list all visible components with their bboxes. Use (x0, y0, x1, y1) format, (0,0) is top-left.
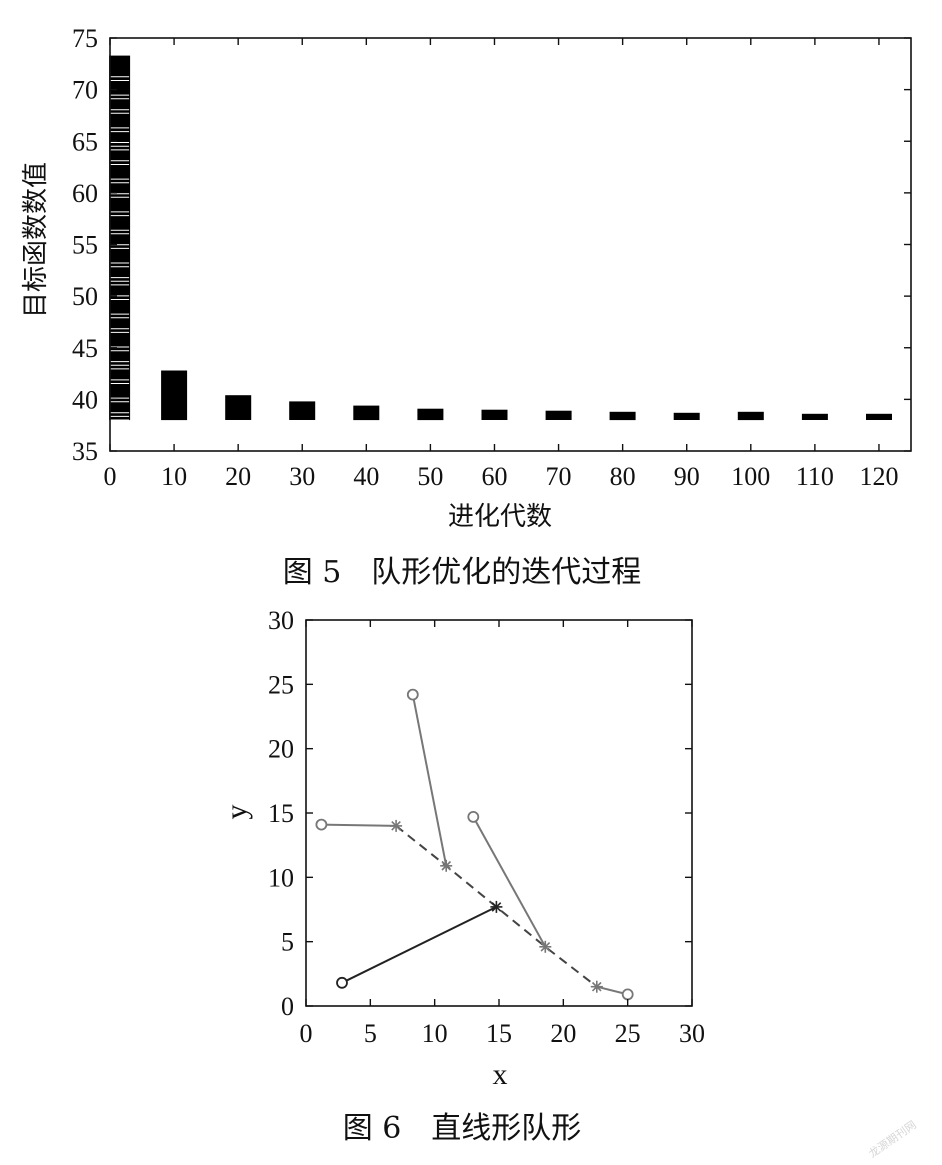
fig6-circle-marker (621, 988, 634, 1001)
fig6-xtick-label: 5 (364, 1019, 377, 1048)
fig5-xtick-label: 70 (546, 462, 572, 491)
fig6-plot-frame (305, 619, 693, 1007)
fig6-star-marker (591, 981, 602, 992)
fig6-xtick-label: 15 (486, 1019, 512, 1048)
fig5-xtick-label: 10 (161, 462, 187, 491)
fig5-bar (609, 411, 636, 421)
fig5-bar (353, 405, 380, 421)
chart-fig6: 0 5 10 15 20 25 30 0 5 10 15 20 25 30 x y 图 6 直线形队形 (220, 606, 705, 1146)
fig5-ytick-label: 50 (72, 282, 98, 311)
fig6-ytick-label: 10 (268, 863, 294, 892)
fig5-bar (737, 411, 764, 421)
fig6-xtick-label: 30 (679, 1019, 705, 1048)
fig6-xtick-label: 20 (550, 1019, 576, 1048)
fig5-bar (161, 370, 188, 421)
fig5-ytick-label: 55 (72, 231, 98, 260)
fig5-xtick-label: 60 (481, 462, 507, 491)
fig5-xtick-label: 0 (104, 462, 117, 491)
fig5-ytick-label: 35 (72, 437, 98, 466)
fig6-circle-marker (315, 818, 328, 831)
fig5-ylabel: 目标函数数值 (21, 162, 51, 318)
fig5-ytick-label: 75 (72, 24, 98, 53)
fig5-ytick-label: 45 (72, 334, 98, 363)
fig6-ytick-label: 5 (281, 928, 294, 957)
fig6-star-marker (540, 942, 551, 952)
fig6-circle-marker (467, 811, 480, 823)
fig6-caption: 图 6 直线形队形 (343, 1111, 582, 1146)
watermark: 龙源期刊网 (866, 1117, 919, 1160)
fig6-ticks: 0 5 10 15 20 25 30 0 5 10 15 20 25 30 (268, 606, 705, 1048)
fig5-ytick-label: 70 (72, 76, 98, 105)
fig6-xtick-label: 10 (422, 1019, 448, 1048)
fig6-circle-marker (336, 976, 348, 989)
fig6-ytick-label: 15 (268, 799, 294, 828)
fig5-xtick-label: 110 (796, 462, 834, 491)
fig5-xtick-label: 20 (225, 462, 251, 491)
fig5-ytick-label: 40 (72, 385, 98, 414)
fig6-series-line (411, 694, 448, 866)
fig6-circle-marker (406, 688, 419, 701)
fig6-ytick-label: 30 (268, 606, 294, 635)
fig5-plot-frame (109, 37, 912, 452)
fig5-bar (673, 412, 700, 420)
fig5-ytick-label: 65 (72, 127, 98, 156)
fig6-ytick-label: 0 (281, 992, 294, 1021)
fig5-xtick-label: 120 (859, 462, 898, 491)
fig6-ytick-label: 25 (268, 670, 294, 699)
fig6-xtick-label: 25 (615, 1019, 641, 1048)
fig5-xlabel: 进化代数 (448, 502, 552, 532)
fig5-bar (289, 401, 316, 420)
fig6-star-marker (441, 860, 452, 871)
fig5-bar (801, 413, 828, 420)
fig5-xtick-label: 80 (610, 462, 636, 491)
fig5-bar (481, 409, 508, 420)
fig5-ytick-label: 60 (72, 179, 98, 208)
fig5-ticks: 0 10 20 30 40 50 60 70 80 90 100 110 120 35 40 45 50 55 60… (72, 24, 911, 491)
fig6-star-marker (491, 902, 502, 912)
fig6-series-line (472, 816, 547, 948)
fig6-xtick-label: 0 (300, 1019, 313, 1048)
fig5-caption: 图 5 队形优化的迭代过程 (283, 555, 642, 590)
fig5-xtick-label: 50 (417, 462, 443, 491)
fig5-xtick-label: 40 (353, 462, 379, 491)
fig5-bars (109, 55, 892, 421)
fig5-bar (417, 408, 444, 421)
fig5-xtick-label: 100 (731, 462, 770, 491)
fig6-xlabel: x (493, 1058, 508, 1091)
fig5-bar (545, 410, 572, 420)
fig6-series (315, 688, 634, 1001)
fig5-xtick-label: 90 (674, 462, 700, 491)
fig5-xtick-label: 30 (289, 462, 315, 491)
fig6-series-line (321, 823, 397, 827)
fig5-bar (225, 395, 252, 420)
fig6-ytick-label: 20 (268, 735, 294, 764)
fig6-star-marker (391, 821, 401, 831)
fig6-series-line (341, 906, 497, 984)
fig6-ylabel: y (220, 805, 253, 820)
chart-fig5: 0 10 20 30 40 50 60 70 80 90 100 110 120 35 40 45 50 55 60… (21, 24, 912, 590)
fig5-bar (866, 413, 892, 420)
